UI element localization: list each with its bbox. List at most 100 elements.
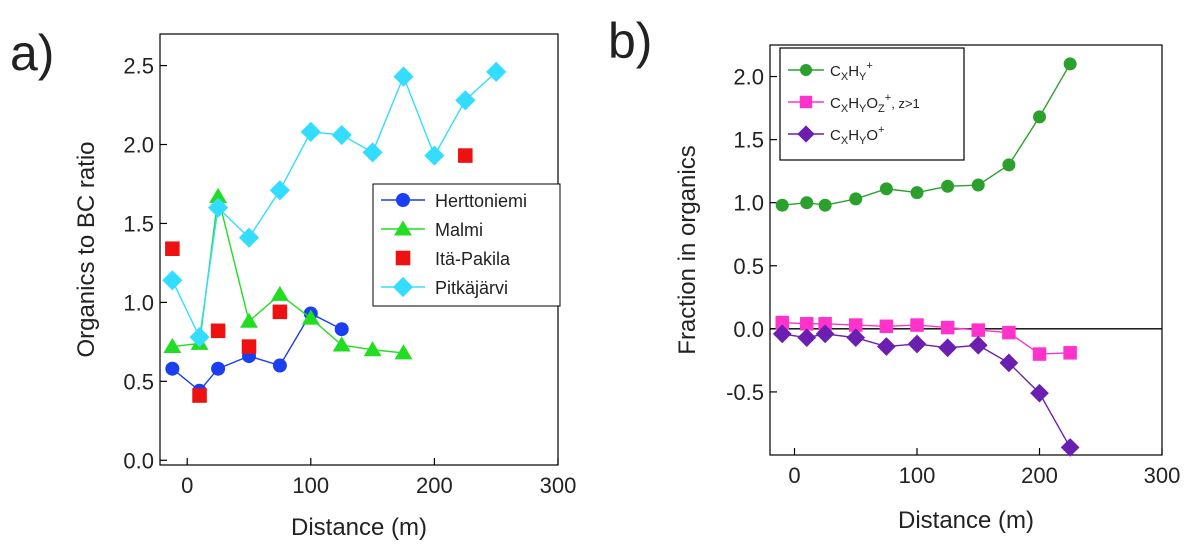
data-point: [1030, 383, 1049, 403]
panel-label: b): [608, 13, 652, 69]
legend-label: Herttoniemi: [435, 191, 527, 211]
series-line: [171, 312, 343, 392]
series-0: [165, 306, 349, 398]
data-point: [772, 324, 792, 344]
series-line: [172, 196, 404, 354]
legend-marker: [799, 95, 813, 109]
x-tick-label: 300: [540, 473, 577, 498]
legend-label: CXHYO+: [830, 124, 884, 147]
data-point: [208, 197, 229, 218]
data-point: [192, 388, 207, 403]
legend: CXHY+ CXHYOZ+, z>1 CXHYO+: [779, 47, 965, 161]
data-point: [393, 66, 414, 87]
data-point: [818, 317, 832, 331]
y-axis-label: Fraction in organics: [674, 145, 701, 354]
data-point: [301, 309, 320, 325]
legend-label: Malmi: [435, 220, 483, 240]
data-point: [211, 361, 226, 376]
data-point: [300, 121, 321, 142]
data-point: [332, 336, 351, 352]
data-point: [848, 318, 863, 332]
y-tick-label: 0.0: [733, 317, 764, 342]
data-point: [238, 227, 260, 248]
data-point: [240, 312, 258, 328]
data-point: [362, 142, 383, 163]
data-point: [775, 198, 789, 212]
data-point: [210, 323, 226, 339]
data-point: [797, 328, 817, 348]
legend-marker: [396, 193, 410, 207]
x-tick-label: 200: [416, 473, 453, 498]
data-point: [165, 361, 180, 376]
plot-frame: [769, 44, 1163, 456]
data-point: [1063, 57, 1077, 71]
data-point: [879, 319, 894, 334]
legend-label: CXHY+: [830, 60, 873, 83]
data-point: [1002, 325, 1016, 340]
legend-marker: [395, 250, 411, 266]
y-tick-label: 1.5: [733, 128, 764, 153]
series-1: [775, 315, 1077, 361]
x-tick-label: 300: [1144, 463, 1181, 488]
legend-label: Pitkäjärvi: [435, 278, 508, 298]
x-tick-label: 200: [1021, 463, 1058, 488]
x-tick-label: 100: [899, 463, 936, 488]
data-point: [910, 186, 924, 200]
y-tick-label: 0.5: [123, 369, 154, 394]
legend-label: Itä-Pakila: [435, 249, 511, 269]
data-point: [272, 358, 287, 373]
data-point: [799, 317, 814, 331]
data-point: [331, 124, 352, 146]
series-2: [772, 324, 1080, 457]
y-tick-label: 2.5: [123, 54, 154, 79]
x-axis-label: Distance (m): [898, 507, 1034, 534]
data-point: [270, 285, 289, 301]
data-point: [1002, 158, 1016, 172]
y-tick-label: 0.0: [123, 448, 154, 473]
data-point: [1063, 346, 1077, 360]
data-point: [163, 337, 182, 354]
data-point: [363, 341, 382, 357]
data-point: [775, 315, 790, 330]
data-point: [241, 339, 257, 354]
legend-marker: [394, 220, 412, 236]
x-tick-label: 0: [181, 473, 193, 498]
data-point: [815, 324, 835, 344]
y-axis-label: Organics to BC ratio: [73, 141, 100, 357]
data-point: [879, 182, 893, 196]
data-point: [907, 334, 927, 354]
data-point: [938, 338, 957, 358]
data-point: [800, 196, 814, 210]
legend-label: CXHYOZ+, z>1: [830, 92, 920, 115]
data-point: [455, 90, 476, 111]
y-tick-label: 0.5: [733, 254, 764, 279]
x-tick-label: 100: [292, 473, 329, 498]
series-3: [162, 61, 507, 348]
data-point: [999, 353, 1019, 373]
data-point: [334, 322, 349, 337]
y-tick-label: -0.5: [726, 380, 764, 405]
data-point: [394, 344, 413, 360]
y-tick-label: 1.0: [733, 191, 764, 216]
y-tick-label: 2.0: [123, 133, 154, 158]
data-point: [424, 145, 445, 166]
data-point: [269, 180, 290, 201]
data-point: [486, 61, 507, 82]
series-line: [782, 333, 1071, 448]
data-point: [910, 318, 924, 332]
y-tick-label: 2.0: [733, 65, 764, 90]
data-point: [818, 198, 832, 212]
data-point: [458, 148, 473, 163]
data-point: [968, 335, 988, 355]
data-point: [849, 192, 863, 206]
y-tick-label: 1.5: [123, 211, 154, 236]
legend-marker: [392, 276, 414, 298]
series-line: [171, 71, 497, 340]
data-point: [272, 304, 288, 320]
chart-panel-a: a) 0 100 200 300 0.0 0.5 1.0 1.5 2.0 2.5 Distance (…: [10, 25, 576, 541]
data-point: [162, 270, 183, 291]
data-point: [846, 328, 866, 348]
data-point: [1033, 110, 1046, 124]
chart-panel-b: b) 0 100 200 300 -0.5 0.0 0.5 1.0 1.5 2.0 Distance …: [608, 13, 1180, 534]
x-tick-label: 0: [788, 463, 800, 488]
